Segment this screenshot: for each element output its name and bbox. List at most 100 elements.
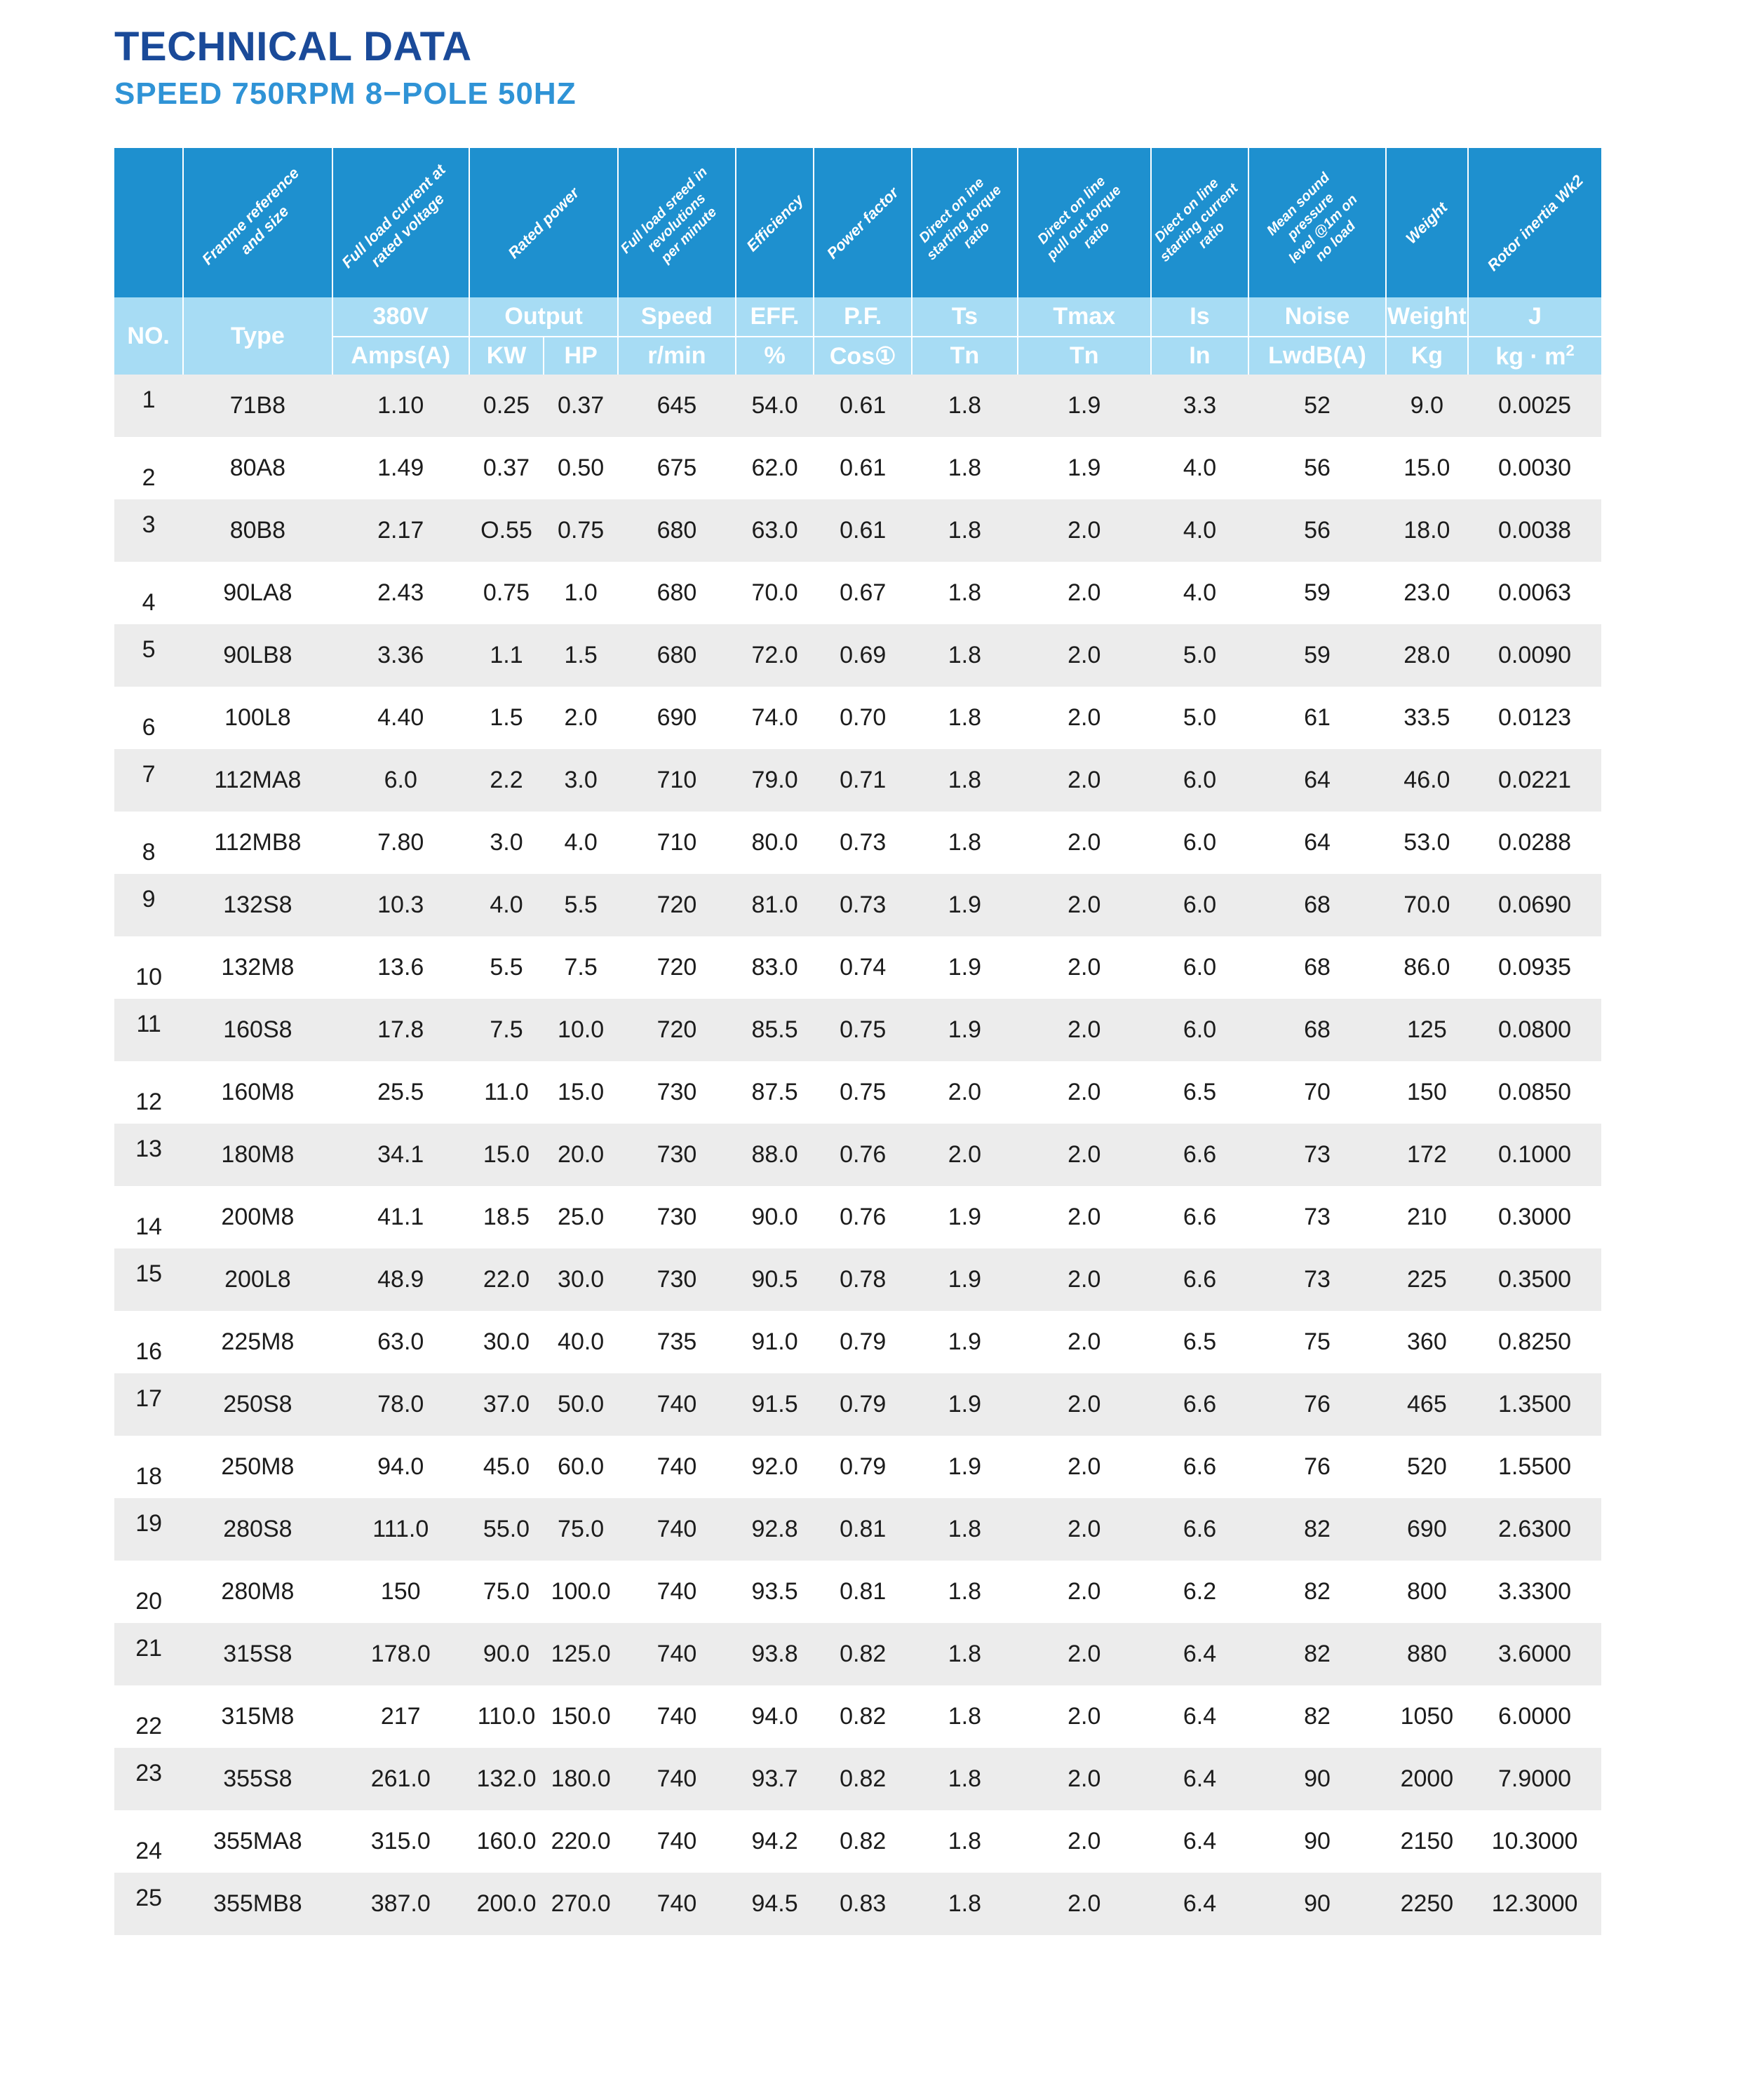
cell-weight: 172 (1385, 1124, 1469, 1186)
cell-j: 0.8250 (1468, 1311, 1601, 1373)
cell-type: 112MB8 (183, 812, 332, 874)
cell-speed: 730 (618, 1124, 736, 1186)
rotated-header-cell-powerfactor: Power factor (814, 148, 913, 297)
cell-eff: 91.0 (735, 1311, 814, 1373)
row-number: 19 (135, 1510, 163, 1537)
table-row: 17 250S8 78.0 37.0 50.0 740 91.5 0.79 1.9 2.0 6.6 7… (114, 1373, 1601, 1436)
table-row: 10 132M8 13.6 5.5 7.5 720 83.0 0.74 1.9 2.0 6.0 68 8… (114, 936, 1601, 999)
cell-pf: 0.61 (814, 499, 913, 562)
cell-ts: 1.9 (912, 999, 1018, 1061)
cell-j: 0.0123 (1468, 687, 1601, 749)
cell-is: 6.4 (1150, 1873, 1249, 1935)
cell-ts: 1.9 (912, 874, 1018, 936)
subheader-no: NO. (114, 297, 184, 375)
cell-type: 160M8 (183, 1061, 332, 1124)
table-row: 20 280M8 150 75.0 100.0 740 93.5 0.81 1.8 2.0 6.2 8… (114, 1561, 1601, 1623)
cell-amps: 3.36 (332, 624, 469, 687)
cell-no: 5 (114, 624, 184, 687)
cell-amps: 261.0 (332, 1748, 469, 1810)
cell-ts: 1.9 (912, 1311, 1018, 1373)
cell-speed: 740 (618, 1685, 736, 1748)
table-row: 22 315M8 217 110.0 150.0 740 94.0 0.82 1.8 2.0 6.4… (114, 1685, 1601, 1748)
subheader-tn-ts: Tn (912, 336, 1018, 375)
row-number: 15 (135, 1260, 163, 1287)
table-row: 14 200M8 41.1 18.5 25.0 730 90.0 0.76 1.9 2.0 6.6 7… (114, 1186, 1601, 1248)
rotated-label-powerfactor: Power factor (823, 183, 902, 262)
cell-amps: 6.0 (332, 749, 469, 812)
cell-type: 80A8 (183, 437, 332, 499)
cell-is: 5.0 (1150, 687, 1249, 749)
cell-weight: 86.0 (1385, 936, 1469, 999)
cell-hp: 30.0 (544, 1248, 619, 1311)
cell-weight: 2250 (1385, 1873, 1469, 1935)
cell-no: 6 (114, 687, 184, 749)
cell-is: 6.4 (1150, 1810, 1249, 1873)
cell-pf: 0.61 (814, 437, 913, 499)
cell-ts: 1.8 (912, 1498, 1018, 1561)
rotated-header-cell-no (114, 148, 184, 297)
cell-amps: 41.1 (332, 1186, 469, 1248)
cell-amps: 217 (332, 1685, 469, 1748)
cell-tmax: 2.0 (1017, 624, 1151, 687)
cell-amps: 111.0 (332, 1498, 469, 1561)
cell-j: 3.3300 (1468, 1561, 1601, 1623)
cell-ts: 1.8 (912, 499, 1018, 562)
cell-amps: 178.0 (332, 1623, 469, 1685)
cell-is: 4.0 (1150, 562, 1249, 624)
cell-kw: 110.0 (469, 1685, 544, 1748)
cell-amps: 13.6 (332, 936, 469, 999)
cell-is: 5.0 (1150, 624, 1249, 687)
cell-is: 6.2 (1150, 1561, 1249, 1623)
cell-is: 6.5 (1150, 1311, 1249, 1373)
cell-no: 14 (114, 1186, 184, 1248)
cell-type: 355S8 (183, 1748, 332, 1810)
cell-amps: 2.43 (332, 562, 469, 624)
cell-ts: 1.9 (912, 1248, 1018, 1311)
cell-weight: 53.0 (1385, 812, 1469, 874)
cell-tmax: 2.0 (1017, 1748, 1151, 1810)
rotated-header-cell-power: Rated power (469, 148, 619, 297)
cell-noise: 76 (1248, 1373, 1386, 1436)
table-row: 11 160S8 17.8 7.5 10.0 720 85.5 0.75 1.9 2.0 6.0 68… (114, 999, 1601, 1061)
row-number: 1 (142, 386, 156, 413)
cell-speed: 720 (618, 936, 736, 999)
cell-no: 20 (114, 1561, 184, 1623)
cell-amps: 1.10 (332, 375, 469, 437)
cell-is: 6.0 (1150, 812, 1249, 874)
cell-ts: 1.8 (912, 375, 1018, 437)
cell-ts: 1.9 (912, 936, 1018, 999)
cell-weight: 28.0 (1385, 624, 1469, 687)
cell-pf: 0.69 (814, 624, 913, 687)
cell-kw: 1.1 (469, 624, 544, 687)
cell-eff: 85.5 (735, 999, 814, 1061)
cell-type: 280S8 (183, 1498, 332, 1561)
row-number: 7 (142, 761, 156, 788)
cell-hp: 0.37 (544, 375, 619, 437)
row-number: 5 (142, 636, 156, 663)
cell-speed: 680 (618, 499, 736, 562)
cell-weight: 33.5 (1385, 687, 1469, 749)
subheader-type: Type (183, 297, 333, 375)
row-number: 14 (135, 1213, 163, 1240)
subheader-kgm2-base: kg · m (1495, 343, 1566, 370)
cell-type: 90LB8 (183, 624, 332, 687)
row-number: 13 (135, 1136, 163, 1162)
cell-pf: 0.73 (814, 812, 913, 874)
cell-hp: 2.0 (544, 687, 619, 749)
subheader-speed: Speed (618, 297, 736, 337)
cell-hp: 15.0 (544, 1061, 619, 1124)
subheader-kw: KW (469, 336, 545, 375)
subheader-percent: % (735, 336, 815, 375)
cell-no: 22 (114, 1685, 184, 1748)
cell-type: 90LA8 (183, 562, 332, 624)
cell-is: 6.6 (1150, 1248, 1249, 1311)
cell-speed: 735 (618, 1311, 736, 1373)
cell-noise: 82 (1248, 1685, 1386, 1748)
cell-eff: 54.0 (735, 375, 814, 437)
cell-kw: 4.0 (469, 874, 544, 936)
rotated-label-current: Full load current at rated voltage (338, 160, 450, 271)
cell-j: 0.0935 (1468, 936, 1601, 999)
cell-eff: 80.0 (735, 812, 814, 874)
cell-hp: 270.0 (544, 1873, 619, 1935)
cell-pf: 0.70 (814, 687, 913, 749)
